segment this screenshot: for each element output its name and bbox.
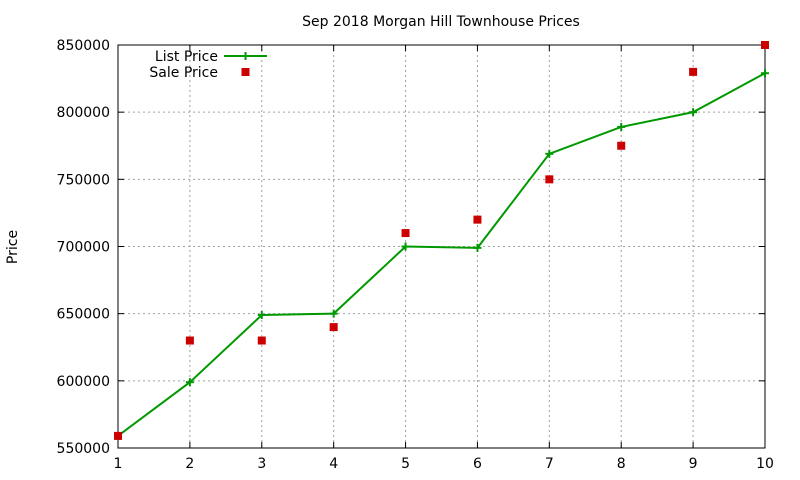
y-tick-label: 750000	[57, 172, 110, 188]
list-price-point	[473, 243, 482, 252]
sale-price-point	[761, 41, 769, 49]
list-price-point	[185, 378, 194, 387]
list-price-point	[401, 242, 410, 251]
x-tick-label: 3	[257, 456, 266, 472]
y-tick-label: 600000	[57, 374, 110, 390]
list-price-point	[761, 69, 769, 78]
y-tick-label: 700000	[57, 240, 110, 256]
y-tick-label: 800000	[57, 105, 110, 121]
list-price-point	[617, 122, 626, 131]
x-tick-label: 10	[756, 456, 774, 472]
x-tick-label: 1	[114, 456, 123, 472]
list-price-point	[689, 108, 698, 117]
sale-price-point	[114, 431, 122, 440]
y-tick-label: 850000	[57, 38, 110, 54]
list-price-point	[257, 311, 266, 320]
sale-price-point	[185, 336, 194, 345]
x-tick-label: 5	[401, 456, 410, 472]
x-tick-label: 2	[185, 456, 194, 472]
sale-price-point	[617, 141, 626, 150]
chart-title: Sep 2018 Morgan Hill Townhouse Prices	[302, 14, 580, 30]
x-tick-label: 8	[617, 456, 626, 472]
x-tick-label: 7	[545, 456, 554, 472]
sale-price-point	[473, 215, 482, 224]
list-price-point	[329, 309, 338, 318]
x-tick-label: 9	[689, 456, 698, 472]
legend-sale-price-swatch	[241, 68, 250, 76]
sale-price-point	[689, 67, 698, 76]
sale-price-point	[401, 229, 410, 238]
legend-sale-price-label: Sale Price	[149, 65, 218, 81]
series-layer	[114, 41, 769, 440]
axis-ticks: 1 2 3 4 5 6 7 8 9 10 550000 600000 650000 700000 75000…	[57, 38, 774, 472]
y-tick-label: 550000	[57, 441, 110, 457]
legend-list-price-label: List Price	[155, 49, 218, 65]
list-price-point	[545, 149, 554, 158]
x-tick-label: 6	[473, 456, 482, 472]
x-tick-label: 4	[329, 456, 338, 472]
sale-price-point	[329, 323, 338, 332]
sale-price-point	[545, 175, 554, 184]
y-axis-label: Price	[5, 230, 21, 264]
y-tick-label: 650000	[57, 307, 110, 323]
sale-price-point	[257, 336, 266, 345]
list-price-line	[117, 72, 766, 437]
